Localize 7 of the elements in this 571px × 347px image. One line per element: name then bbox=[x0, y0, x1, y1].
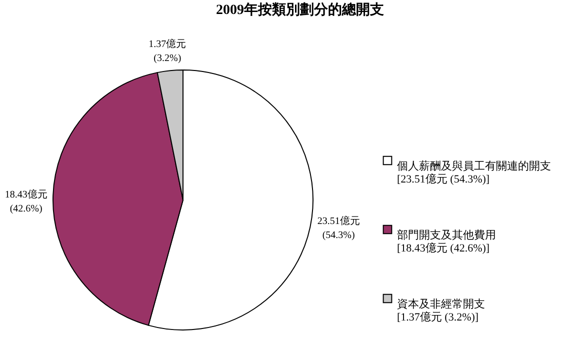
data-label: 1.37億元 (3.2%) bbox=[148, 38, 186, 64]
legend-label: 資本及非經常開支 [1.37億元 (3.2%)] bbox=[397, 298, 485, 324]
legend-label: 個人薪酬及與員工有關連的開支 [23.51億元 (54.3%)] bbox=[397, 160, 551, 186]
chart-title: 2009年按類別劃分的總開支 bbox=[216, 2, 384, 18]
data-label: 18.43億元 (42.6%) bbox=[4, 188, 48, 214]
legend-label: 部門開支及其他費用 [18.43億元 (42.6%)] bbox=[397, 228, 496, 254]
data-label: 23.51億元 (54.3%) bbox=[317, 215, 360, 242]
